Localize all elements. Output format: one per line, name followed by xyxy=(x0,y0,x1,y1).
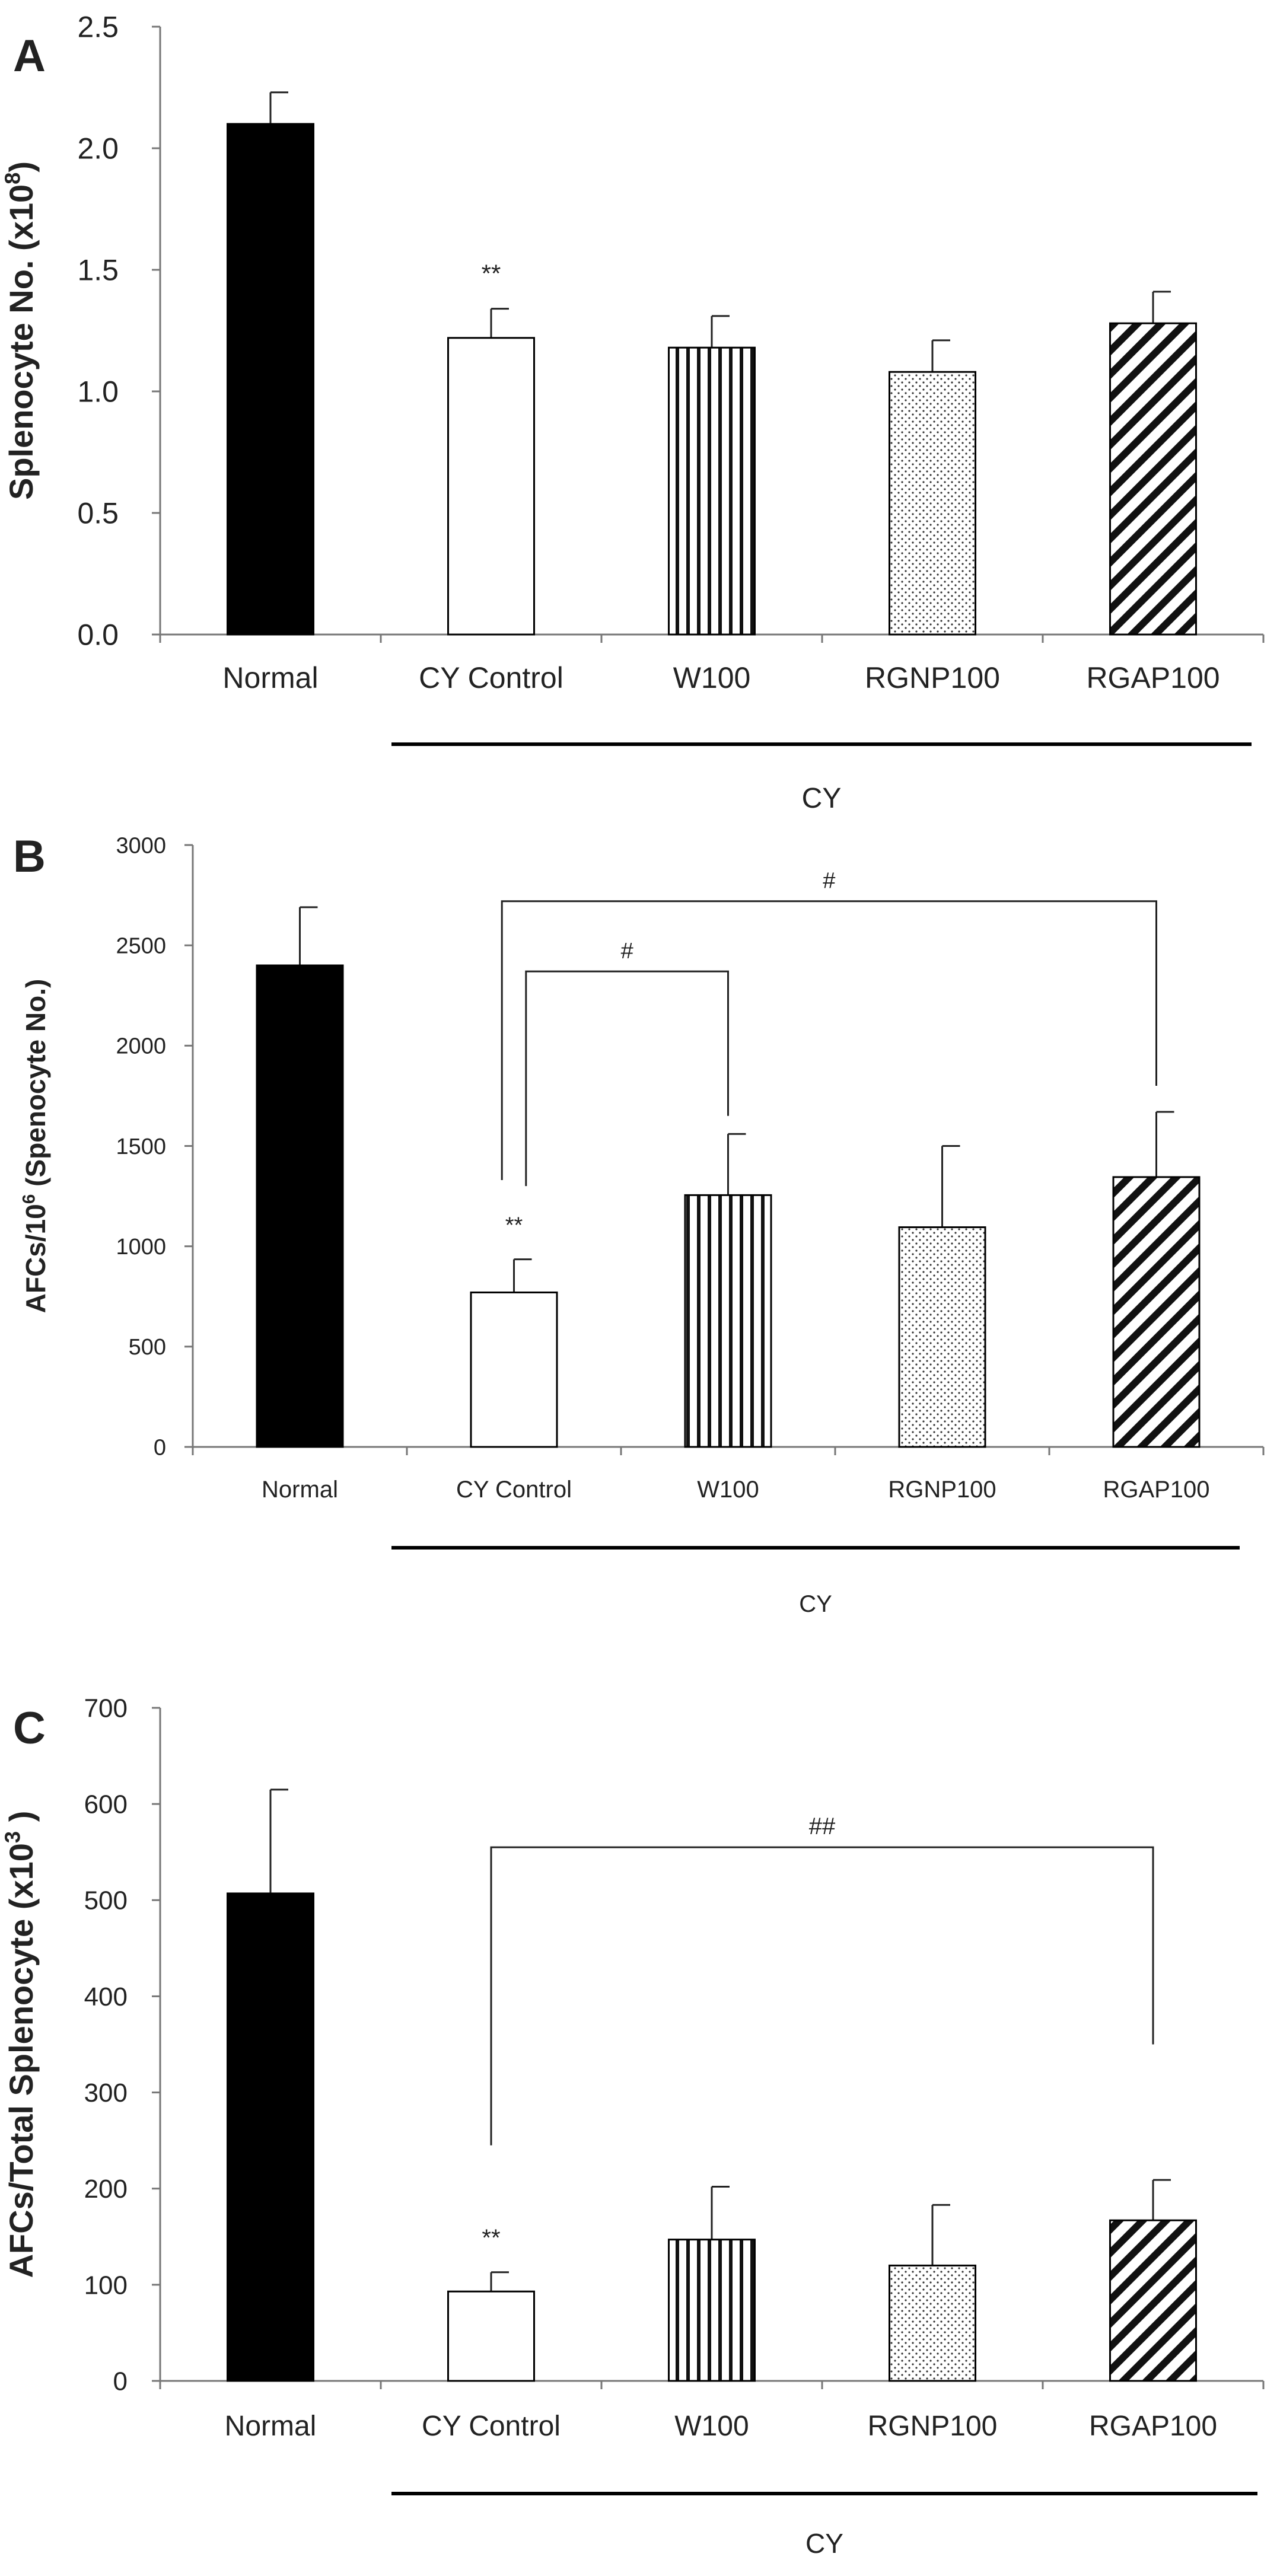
y-tick-label: 1000 xyxy=(116,1235,166,1260)
panel-label: B xyxy=(13,831,46,882)
significance-mark: ** xyxy=(482,2225,500,2251)
y-axis-title: Splenocyte No. (x108) xyxy=(1,161,40,500)
comparison-bracket xyxy=(525,970,729,1187)
y-tick-label: 1500 xyxy=(116,1134,166,1159)
bracket-label: # xyxy=(621,939,633,964)
panel-c: C 0 100 200 300 400 500 600 700 AFCs/Total Spleno… xyxy=(1,1694,1265,2559)
bar-rgnp100 xyxy=(889,371,976,636)
y-tick-label: 200 xyxy=(84,2175,128,2204)
x-category-label: RGNP100 xyxy=(865,661,1000,694)
y-tick-label: 0 xyxy=(154,1435,166,1460)
x-category-label: CY Control xyxy=(422,2411,561,2442)
y-axis-title: AFCs/Total Splenocyte (x103 ) xyxy=(1,1811,40,2278)
bar-rgap100 xyxy=(1109,2219,1197,2382)
y-tick-label: 500 xyxy=(129,1335,166,1360)
comparison-bracket xyxy=(490,1846,1154,2145)
significance-mark: ** xyxy=(505,1213,523,1238)
bar-normal xyxy=(227,123,314,636)
panel-label: C xyxy=(13,1703,46,1754)
y-tick-label: 400 xyxy=(84,1982,128,2011)
bar-rgap100 xyxy=(1112,1176,1201,1448)
bracket-label: # xyxy=(823,869,835,894)
x-category-label: CY Control xyxy=(419,661,563,694)
bar-rgnp100 xyxy=(898,1226,986,1448)
bar-w100 xyxy=(684,1194,772,1448)
panel-label: A xyxy=(13,31,46,81)
x-category-label: W100 xyxy=(697,1477,759,1503)
bar-cy-control xyxy=(447,337,535,636)
y-tick-label: 2000 xyxy=(116,1034,166,1059)
bar-w100 xyxy=(668,2239,756,2382)
y-tick-label: 700 xyxy=(84,1694,128,1723)
y-tick-label: 0.0 xyxy=(77,619,119,652)
x-category-label: RGNP100 xyxy=(888,1477,996,1503)
y-tick-label: 2.5 xyxy=(77,11,119,44)
y-tick-label: 0.5 xyxy=(77,497,119,530)
bar-cy-control xyxy=(447,2290,535,2382)
bar-cy-control xyxy=(470,1291,558,1448)
x-category-label: RGNP100 xyxy=(868,2411,998,2442)
y-tick-label: 100 xyxy=(84,2271,128,2300)
x-category-label: W100 xyxy=(673,661,751,694)
bar-normal xyxy=(227,1892,314,2382)
comparison-bracket xyxy=(501,900,1157,1181)
y-axis-title: AFCs/106 (Spenocyte No.) xyxy=(20,979,51,1313)
y-tick-label: 1.5 xyxy=(77,254,119,287)
panel-a: A 0.0 0.5 1.0 1.5 2.0 2.5 Splenocyte No. (x108)… xyxy=(1,11,1265,814)
group-label: CY xyxy=(799,1591,832,1617)
x-category-label: CY Control xyxy=(456,1477,572,1503)
x-category-label: RGAP100 xyxy=(1086,661,1219,694)
x-category-label: W100 xyxy=(674,2411,749,2442)
bar-rgnp100 xyxy=(889,2264,976,2382)
y-tick-label: 600 xyxy=(84,1790,128,1819)
group-label: CY xyxy=(805,2528,843,2559)
y-tick-label: 2500 xyxy=(116,933,166,958)
y-tick-label: 1.0 xyxy=(77,375,119,409)
bracket-label: ## xyxy=(809,1813,836,1839)
bar-rgap100 xyxy=(1109,322,1197,636)
y-tick-label: 0 xyxy=(113,2367,128,2396)
y-tick-label: 500 xyxy=(84,1886,128,1915)
bar-normal xyxy=(256,964,344,1448)
x-category-label: Normal xyxy=(222,661,318,694)
x-category-label: RGAP100 xyxy=(1103,1477,1209,1503)
panel-b: B 0 500 1000 1500 2000 2500 3000 AFCs/106 (Speno… xyxy=(13,831,1265,1617)
significance-mark: ** xyxy=(482,260,501,288)
group-label: CY xyxy=(802,783,842,814)
y-tick-label: 3000 xyxy=(116,833,166,858)
x-category-label: Normal xyxy=(262,1477,338,1503)
y-tick-label: 300 xyxy=(84,2078,128,2108)
bar-w100 xyxy=(668,346,756,636)
x-category-label: Normal xyxy=(225,2411,317,2442)
y-tick-label: 2.0 xyxy=(77,132,119,165)
x-category-label: RGAP100 xyxy=(1089,2411,1217,2442)
